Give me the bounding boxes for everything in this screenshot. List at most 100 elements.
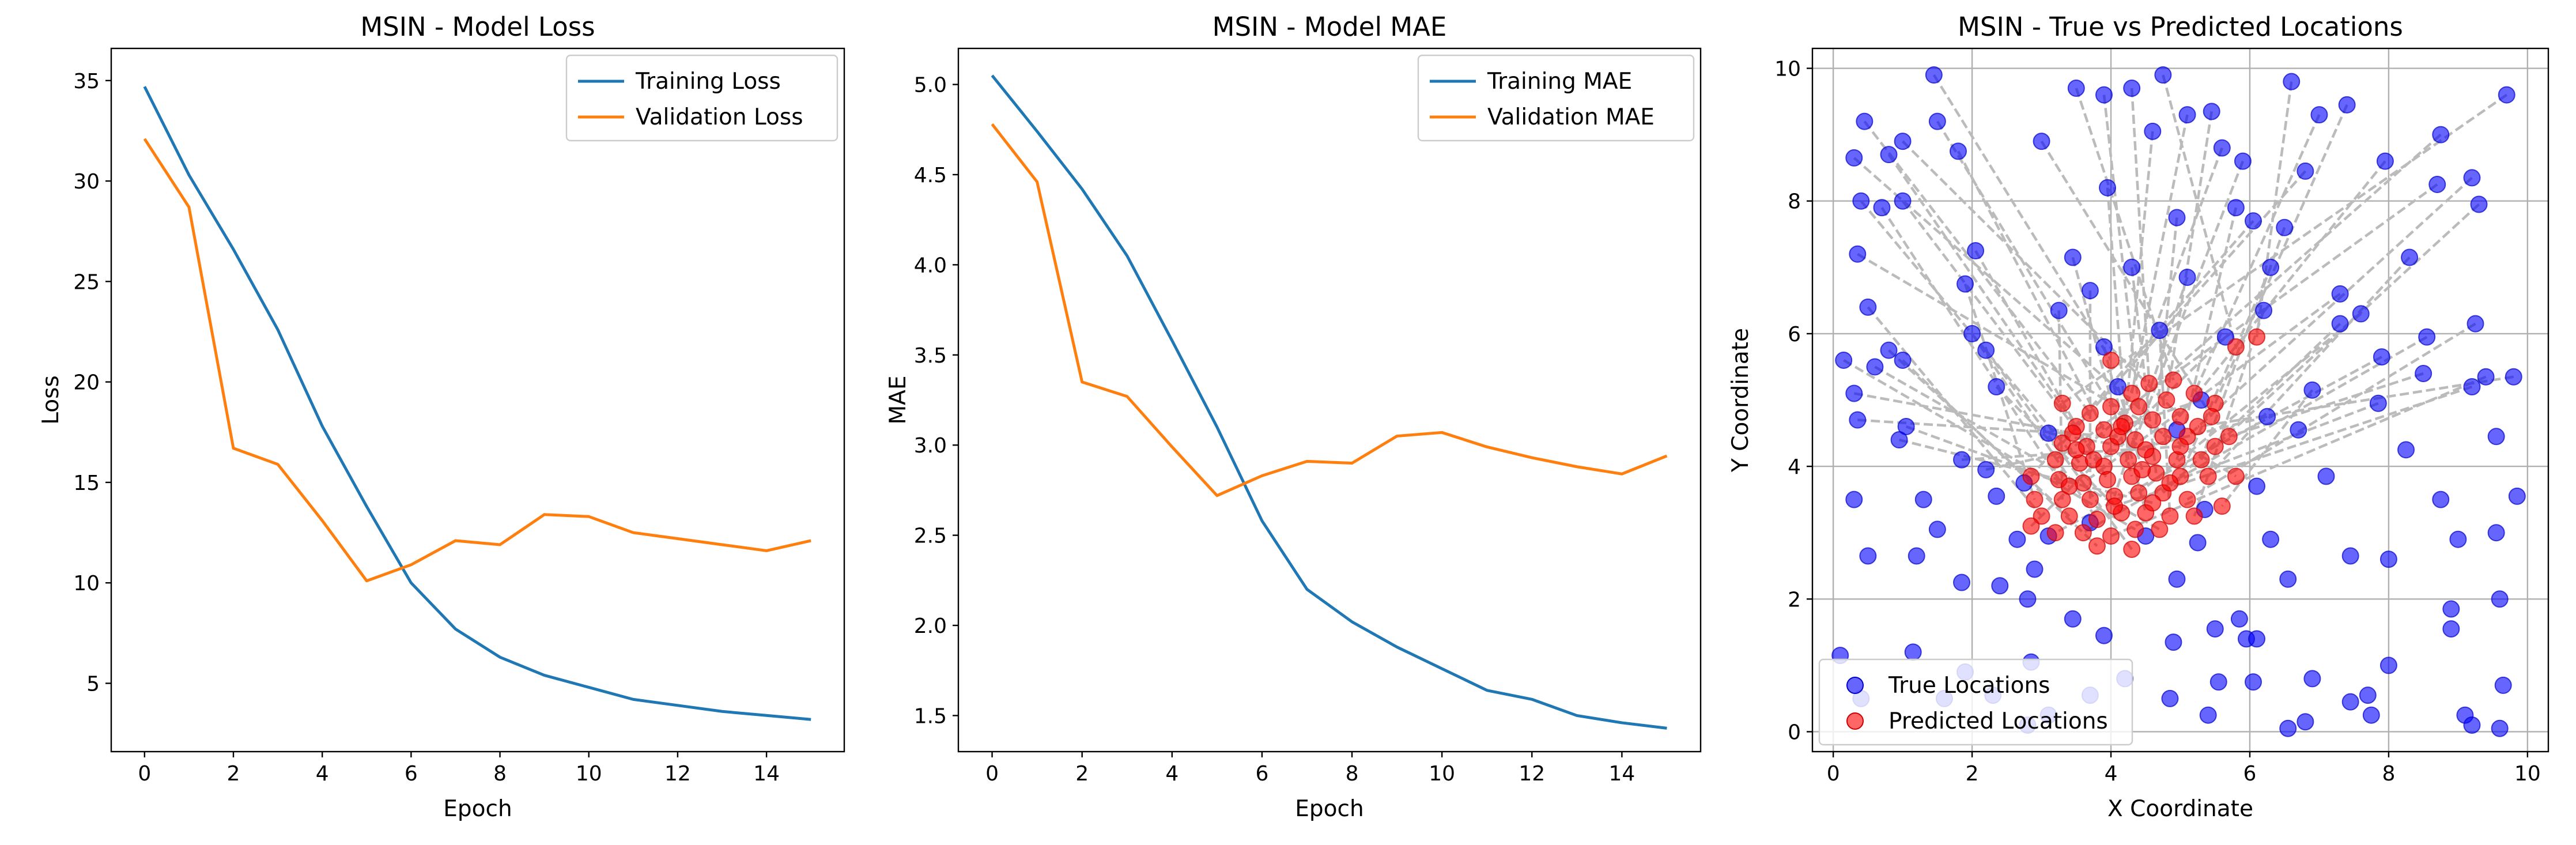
- predicted-location-point: [2227, 467, 2245, 485]
- x-tick-label: 6: [1255, 762, 1268, 786]
- true-location-point: [1894, 351, 1912, 369]
- true-location-point: [2095, 338, 2113, 356]
- y-tick-label: 0: [1788, 720, 1801, 744]
- true-location-point: [1991, 577, 2009, 595]
- true-location-point: [2033, 133, 2050, 150]
- true-location-point: [1890, 431, 1908, 449]
- predicted-location-point: [2053, 491, 2071, 508]
- predicted-location-point: [2046, 524, 2064, 542]
- y-tick-label: 10: [1774, 58, 1801, 81]
- connector-line: [1902, 140, 2182, 418]
- true-location-point: [2095, 627, 2113, 644]
- predicted-location-point: [2213, 497, 2231, 515]
- y-tick-label: 5.0: [914, 74, 947, 97]
- true-location-point: [2095, 86, 2113, 104]
- predicted-location-point: [2053, 434, 2071, 452]
- y-tick-label: 8: [1788, 190, 1801, 214]
- legend-label: Validation Loss: [636, 104, 803, 130]
- true-location-point: [2297, 713, 2314, 731]
- connector-line: [2162, 323, 2341, 494]
- connector-line: [2134, 160, 2245, 440]
- predicted-location-point: [2067, 441, 2085, 459]
- connector-line: [2123, 131, 2154, 424]
- connector-line: [2130, 267, 2158, 473]
- predicted-location-point: [2102, 527, 2120, 545]
- legend-label: Validation MAE: [1487, 104, 1655, 130]
- x-tick-label: 2: [227, 762, 240, 786]
- y-tick-label: 3.0: [914, 434, 947, 458]
- true-location-point: [2123, 258, 2141, 276]
- x-tick-label: 10: [2514, 762, 2541, 786]
- true-location-point: [2449, 530, 2467, 548]
- true-location-point: [1928, 520, 1946, 538]
- x-tick-label: 6: [405, 762, 418, 786]
- true-location-point: [2248, 477, 2266, 495]
- true-location-point: [2189, 534, 2207, 552]
- true-location-point: [2359, 686, 2377, 704]
- true-location-point: [2379, 657, 2397, 674]
- true-location-point: [2494, 676, 2512, 694]
- connector-line: [1853, 392, 2073, 435]
- predicted-location-point: [2165, 371, 2182, 389]
- true-location-point: [1849, 411, 1867, 429]
- true-location-point: [2463, 716, 2481, 734]
- true-location-point: [2487, 428, 2505, 446]
- y-tick-label: 30: [73, 170, 100, 194]
- y-tick-label: 2.5: [914, 525, 947, 548]
- predicted-location-point: [2081, 405, 2099, 423]
- chart-title: MSIN - True vs Predicted Locations: [1958, 12, 2403, 42]
- series-line-training: [991, 74, 1667, 730]
- true-location-point: [2331, 285, 2349, 303]
- y-tick-label: 3.5: [914, 344, 947, 368]
- true-location-point: [2262, 530, 2280, 548]
- true-location-point: [1856, 112, 1874, 130]
- true-location-point: [2165, 633, 2182, 651]
- x-tick-label: 8: [2382, 762, 2395, 786]
- connector-line: [2137, 312, 2362, 494]
- true-location-point: [2248, 630, 2266, 648]
- predicted-location-point: [2084, 451, 2102, 469]
- connector-line: [1985, 448, 2077, 471]
- predicted-location-point: [2022, 517, 2040, 535]
- true-location-point: [1963, 325, 1981, 342]
- predicted-location-point: [2088, 537, 2106, 555]
- true-location-point: [1914, 491, 1932, 508]
- true-location-point: [2303, 670, 2321, 688]
- true-location-point: [1866, 358, 1884, 376]
- x-axis-label: Epoch: [443, 796, 512, 822]
- predicted-location-point: [2192, 451, 2210, 469]
- connector-line: [1860, 200, 2081, 464]
- true-location-point: [2317, 467, 2335, 485]
- true-location-point: [2199, 706, 2217, 724]
- true-location-point: [2064, 610, 2082, 628]
- predicted-location-point: [2102, 398, 2120, 416]
- true-location-point: [1894, 133, 1912, 150]
- series-line-validation: [991, 123, 1668, 497]
- legend-marker: [1846, 712, 1864, 730]
- predicted-location-point: [2081, 491, 2099, 508]
- predicted-location-point: [2171, 408, 2189, 425]
- series-line-training: [143, 86, 811, 721]
- true-location-point: [2026, 560, 2044, 578]
- true-location-point: [2352, 305, 2370, 323]
- true-location-point: [2258, 408, 2276, 425]
- connector-line: [2207, 256, 2411, 477]
- true-location-point: [2144, 122, 2162, 140]
- true-location-point: [2050, 301, 2068, 319]
- true-location-point: [1894, 192, 1912, 210]
- true-location-point: [1859, 547, 1877, 565]
- predicted-location-point: [2130, 484, 2148, 502]
- true-location-point: [2369, 394, 2387, 412]
- true-location-point: [1977, 341, 1995, 359]
- true-location-point: [2415, 364, 2433, 382]
- x-tick-label: 10: [1429, 762, 1455, 786]
- connector-line: [2197, 375, 2514, 428]
- x-tick-label: 6: [2243, 762, 2257, 786]
- x-tick-label: 2: [1966, 762, 1979, 786]
- connector-line: [2165, 111, 2213, 401]
- connector-line: [1936, 120, 2112, 408]
- true-location-point: [2178, 269, 2196, 286]
- true-location-point: [2379, 550, 2397, 568]
- connector-line: [1887, 153, 2078, 428]
